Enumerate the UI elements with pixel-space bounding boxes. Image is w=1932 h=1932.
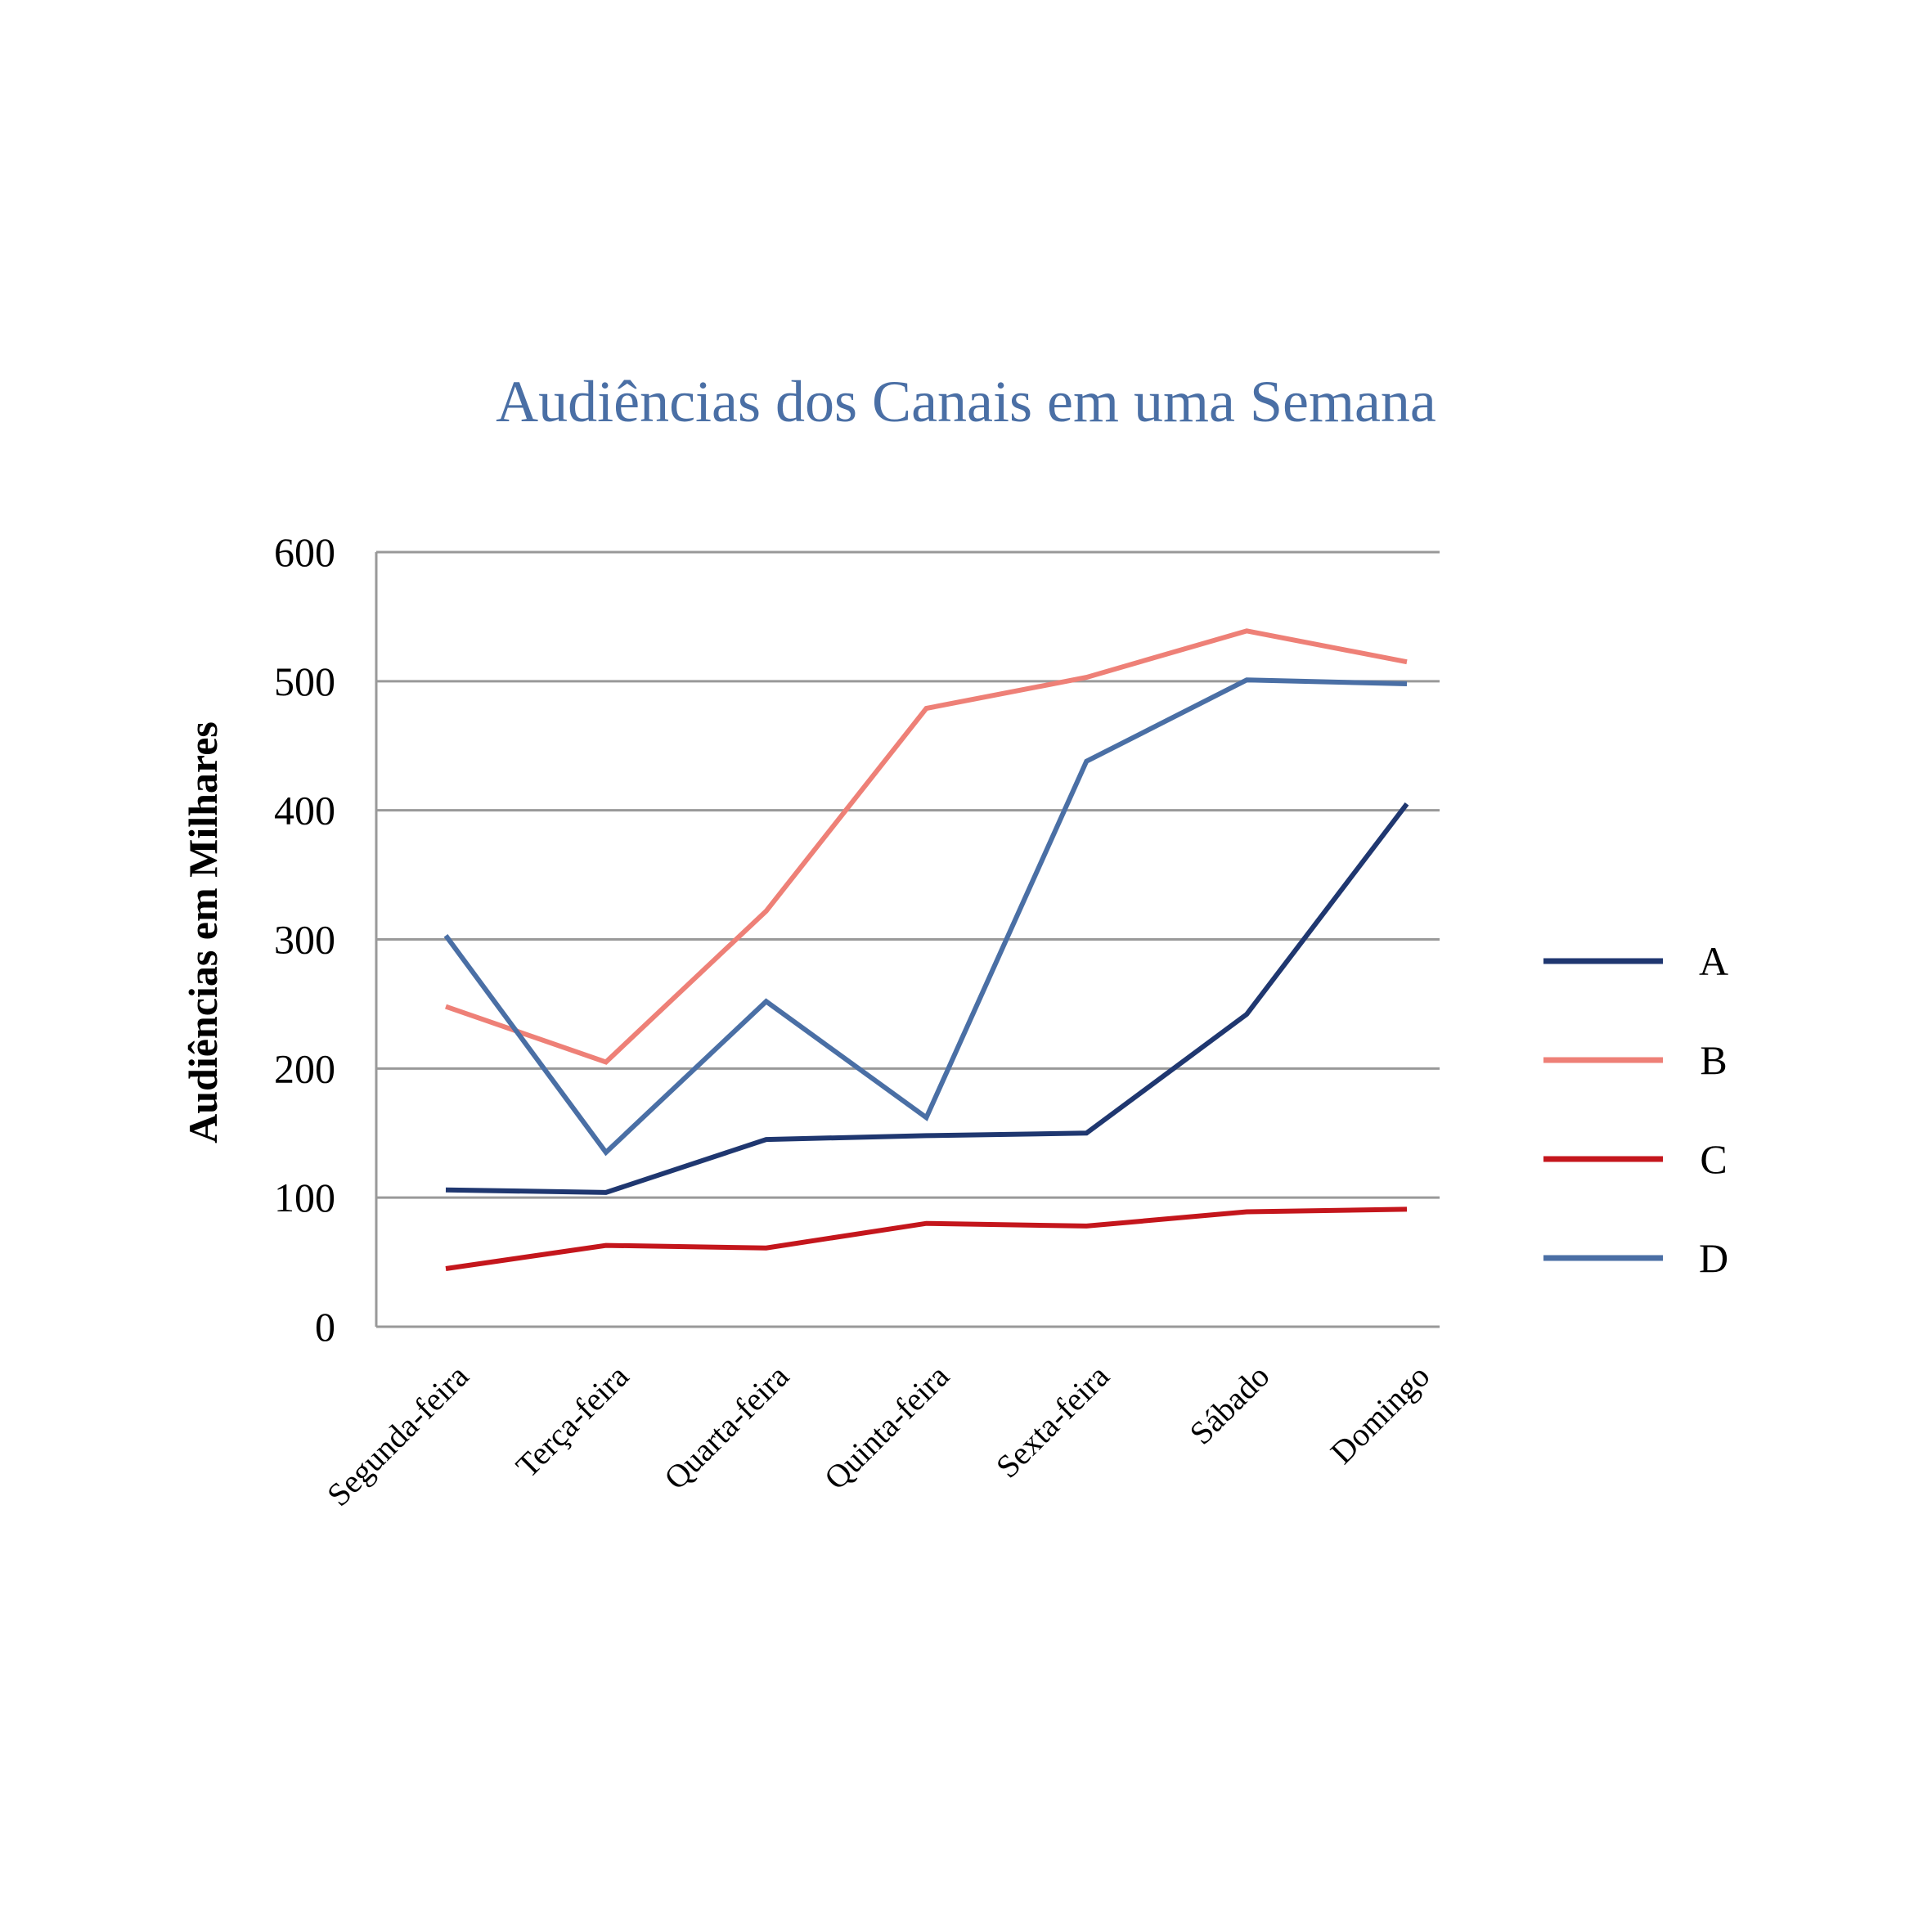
y-tick-label-100: 100 [274, 1175, 335, 1220]
x-tick-label-3: Quinta-feira [817, 1357, 956, 1496]
y-tick-label-0: 0 [315, 1304, 335, 1350]
x-tick-label-5: Sábado [1182, 1358, 1276, 1452]
series-line-D [443, 677, 1408, 1157]
y-axis-label: Audiências em Milhares [180, 721, 226, 1143]
series-lines [443, 628, 1409, 1271]
y-tick-label-600: 600 [274, 529, 335, 575]
legend-label-C: C [1700, 1136, 1727, 1182]
y-axis-ticks: 0 100 200 300 400 500 600 [274, 529, 335, 1350]
y-tick-label-200: 200 [274, 1045, 335, 1091]
y-tick-label-400: 400 [274, 788, 335, 833]
y-tick-label-300: 300 [274, 917, 335, 963]
legend-label-B: B [1700, 1037, 1727, 1083]
x-tick-label-0: Segunda-feira [320, 1357, 476, 1513]
series-line-C [445, 1206, 1408, 1271]
chart-title: Audiências dos Canais em uma Semana [496, 369, 1436, 434]
series-line-A [445, 802, 1409, 1195]
x-tick-label-6: Domingo [1323, 1358, 1437, 1471]
y-tick-label-500: 500 [274, 658, 335, 704]
legend-label-A: A [1699, 938, 1728, 984]
x-tick-label-1: Terça-feira [509, 1357, 636, 1485]
legend: A B C D [1543, 938, 1728, 1281]
x-tick-label-4: Sexta-feira [989, 1357, 1117, 1485]
x-tick-label-2: Quarta-feira [657, 1357, 796, 1496]
x-axis-ticks: Segunda-feira Terça-feira Quarta-feira Quin… [320, 1357, 1436, 1513]
gridlines [375, 550, 1440, 1328]
series-line-B [445, 628, 1408, 1065]
legend-label-D: D [1699, 1235, 1728, 1281]
